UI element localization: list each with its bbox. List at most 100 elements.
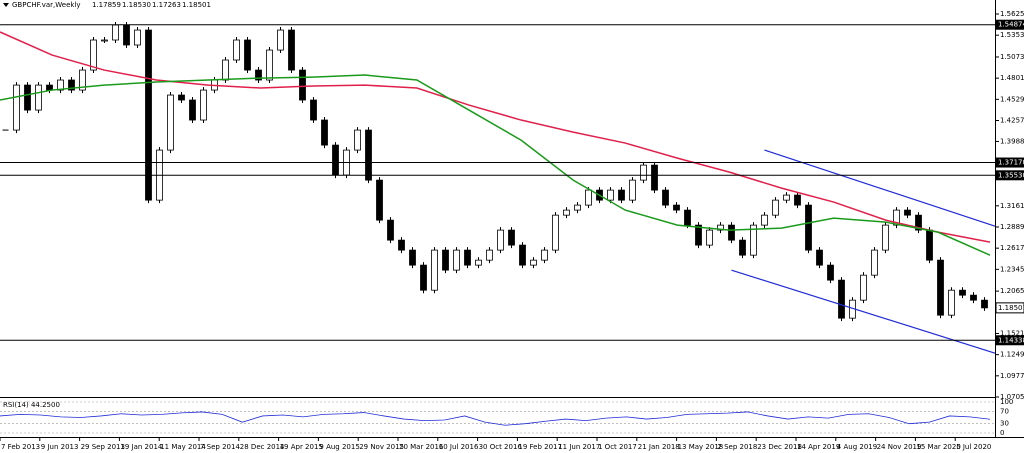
rsi-title: RSI(14) 44.2500 bbox=[3, 401, 60, 409]
candle bbox=[431, 249, 438, 291]
candle bbox=[904, 209, 911, 216]
menu-arrow bbox=[3, 3, 9, 7]
y-tick-label: 1.4801 bbox=[1000, 74, 1024, 82]
price-box bbox=[995, 302, 1024, 314]
candle bbox=[90, 39, 97, 71]
candle bbox=[244, 39, 251, 71]
rsi-tick-label: 100 bbox=[1000, 398, 1013, 406]
y-tick-label: 1.15210 bbox=[1000, 329, 1024, 337]
level-box bbox=[996, 19, 1024, 30]
candle bbox=[640, 164, 647, 181]
candle bbox=[398, 239, 405, 251]
candle bbox=[453, 249, 460, 271]
candle bbox=[816, 249, 823, 266]
candle bbox=[530, 259, 537, 266]
candle bbox=[915, 214, 922, 231]
candle bbox=[167, 94, 174, 151]
x-tick-label: 11 Jun 2017 bbox=[558, 443, 600, 451]
x-tick-label: 5 Jul 2020 bbox=[956, 443, 991, 451]
candle bbox=[57, 79, 64, 91]
y-tick-label: 1.5073 bbox=[1000, 53, 1024, 61]
x-tick-label: 2 Sep 2018 bbox=[717, 443, 757, 451]
candle bbox=[585, 189, 592, 206]
y-tick-label: 1.0977 bbox=[1000, 372, 1024, 380]
rsi-line bbox=[0, 411, 991, 426]
candle bbox=[486, 249, 493, 261]
level-box bbox=[996, 157, 1024, 168]
level-label: 1.37170 bbox=[998, 159, 1024, 167]
candle bbox=[695, 224, 702, 246]
y-tick-label: 1.3161 bbox=[1000, 202, 1024, 210]
candle bbox=[717, 224, 724, 231]
x-tick-label: 29 Nov 2015 bbox=[359, 443, 404, 451]
candle bbox=[68, 79, 75, 91]
candle bbox=[662, 189, 669, 206]
y-tick-label: 1.56250 bbox=[1000, 10, 1024, 18]
candle bbox=[13, 84, 20, 131]
candle bbox=[189, 99, 196, 121]
candle bbox=[24, 84, 31, 111]
candle bbox=[376, 179, 383, 221]
x-tick-label: 9 Jun 2013 bbox=[41, 443, 79, 451]
level-label: 1.14338 bbox=[998, 336, 1024, 344]
candle bbox=[761, 214, 768, 226]
x-tick-label: 7 Sep 2014 bbox=[200, 443, 240, 451]
x-tick-label: 29 Sep 2013 bbox=[81, 443, 125, 451]
candle bbox=[541, 249, 548, 261]
candle bbox=[178, 94, 185, 101]
x-tick-label: 9 Aug 2015 bbox=[319, 443, 359, 451]
candle bbox=[409, 249, 416, 266]
candle bbox=[937, 259, 944, 316]
candle bbox=[970, 294, 977, 301]
candle bbox=[497, 229, 504, 251]
candle bbox=[607, 189, 614, 201]
candle bbox=[651, 164, 658, 191]
level-label: 1.35530 bbox=[998, 171, 1024, 179]
candle bbox=[354, 129, 361, 151]
trendline bbox=[731, 269, 996, 354]
x-tick-label: 28 Dec 2014 bbox=[240, 443, 285, 451]
chart-title: GBPCHF.var,Weekly bbox=[12, 1, 81, 9]
candle bbox=[475, 259, 482, 266]
rsi-tick-label: 70 bbox=[1000, 407, 1009, 415]
candle bbox=[134, 29, 141, 46]
ohlc: 1.17263 bbox=[152, 1, 181, 9]
candle bbox=[35, 84, 42, 111]
y-tick-label: 1.2345 bbox=[1000, 265, 1024, 273]
candle bbox=[299, 69, 306, 101]
x-tick-label: 23 Dec 2018 bbox=[757, 443, 802, 451]
x-tick-label: 19 Feb 2017 bbox=[518, 443, 562, 451]
candle bbox=[772, 199, 779, 216]
candle bbox=[805, 204, 812, 251]
ohlc: 1.18501 bbox=[182, 1, 211, 9]
candle bbox=[112, 24, 119, 41]
candle bbox=[629, 179, 636, 201]
candle bbox=[442, 249, 449, 271]
candle bbox=[871, 249, 878, 276]
candle bbox=[959, 289, 966, 296]
candle bbox=[420, 264, 427, 291]
candle bbox=[673, 204, 680, 211]
x-tick-label: 15 Mar 2020 bbox=[916, 443, 960, 451]
candle bbox=[893, 209, 900, 226]
y-tick-label: 1.1249 bbox=[1000, 351, 1024, 359]
candle bbox=[574, 204, 581, 211]
candle bbox=[882, 224, 889, 251]
candle bbox=[266, 49, 273, 81]
level-box bbox=[996, 170, 1024, 181]
moving-average bbox=[0, 31, 991, 243]
ohlc: 1.18530 bbox=[122, 1, 151, 9]
candle bbox=[365, 129, 372, 181]
x-tick-label: 1 Oct 2017 bbox=[598, 443, 637, 451]
candle bbox=[233, 39, 240, 61]
candle bbox=[684, 209, 691, 226]
candle bbox=[277, 29, 284, 51]
y-tick-label: 1.0705 bbox=[1000, 393, 1024, 401]
candle bbox=[145, 29, 152, 201]
candle bbox=[123, 24, 130, 46]
candle bbox=[926, 229, 933, 261]
x-tick-label: 30 Oct 2016 bbox=[479, 443, 523, 451]
candle bbox=[552, 214, 559, 251]
x-tick-label: 14 Apr 2019 bbox=[797, 443, 840, 451]
